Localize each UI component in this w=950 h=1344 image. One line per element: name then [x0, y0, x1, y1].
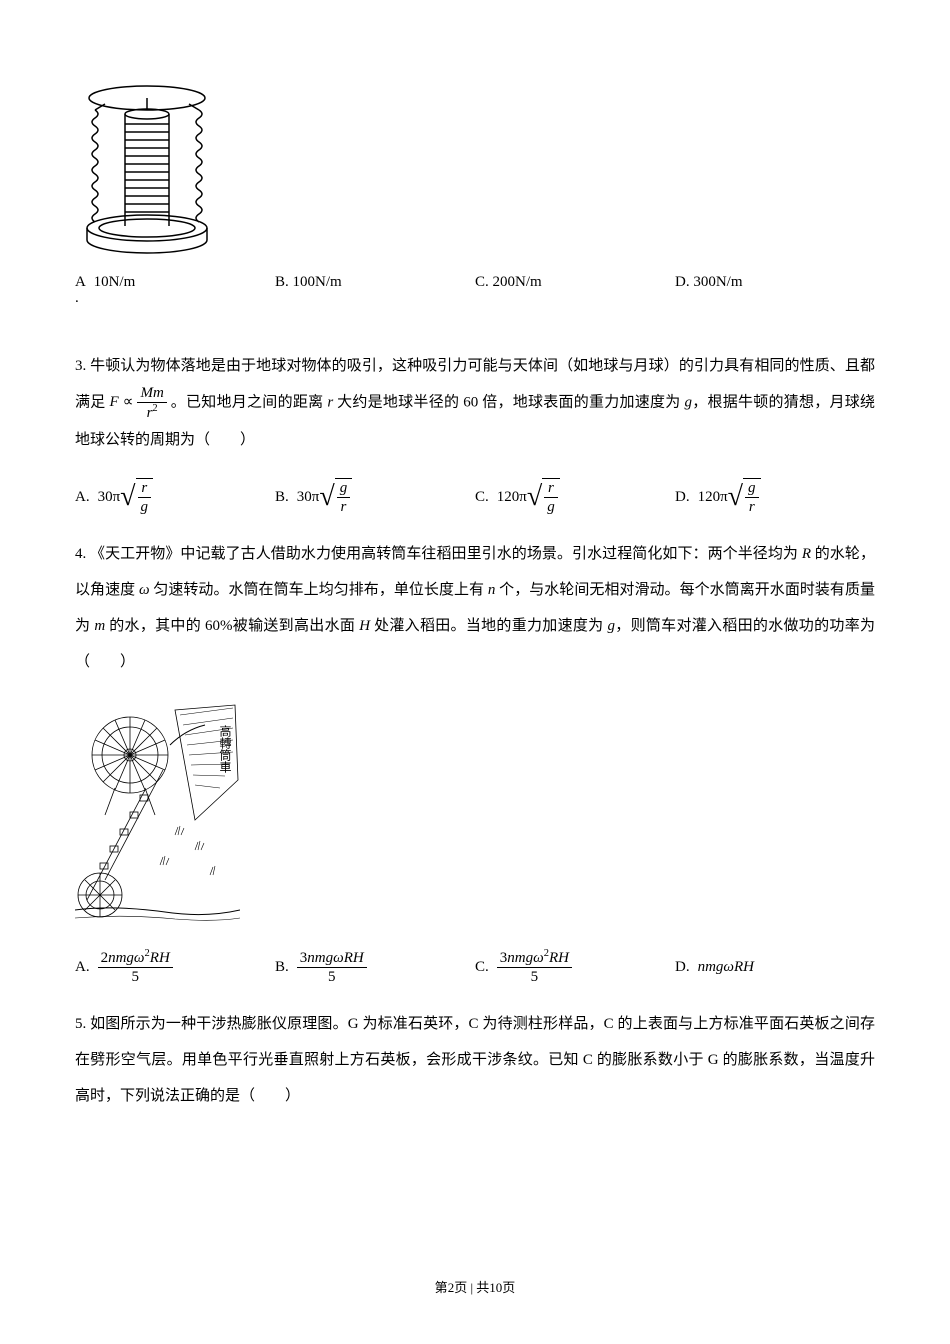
q4-options: A. 2nmgω2RH 5 B. 3nmgωRH 5 C. 3nmgω2RH 5… — [75, 948, 875, 986]
illustration-caption: 高轉筒車 — [218, 724, 232, 774]
q3-option-b: B. 30π √ gr — [275, 478, 475, 516]
var-g: g — [684, 394, 692, 410]
q4-option-a: A. 2nmgω2RH 5 — [75, 948, 275, 986]
q3-number: 3. — [75, 358, 86, 374]
opt-label: A . — [75, 270, 86, 318]
opt-text: 10N/m — [94, 274, 136, 290]
opt-label: D. — [675, 274, 690, 290]
waterwheel-svg: 高轉筒車 — [75, 700, 240, 925]
q4-option-d: D. nmgωRH — [675, 955, 875, 979]
q4-number: 4. — [75, 546, 86, 562]
q3-formula: F ∝ Mm r2 — [110, 394, 171, 410]
opt-text: 100N/m — [293, 274, 342, 290]
opt-label: B. — [275, 274, 289, 290]
spring-figure — [75, 80, 875, 255]
page-footer: 第2页 | 共10页 — [0, 1278, 950, 1299]
q3-option-a: A. 30π √ rg — [75, 478, 275, 516]
q4-option-b: B. 3nmgωRH 5 — [275, 949, 475, 986]
q3-option-c: C. 120π √ rg — [475, 478, 675, 516]
opt-text: 200N/m — [493, 274, 542, 290]
q3-options: A. 30π √ rg B. 30π √ gr C. 120π √ rg D. — [75, 478, 875, 516]
q4-stem: 4. 《天工开物》中记载了古人借助水力使用高转筒车往稻田里引水的场景。引水过程简… — [75, 536, 875, 680]
q5-stem: 5. 如图所示为一种干涉热膨胀仪原理图。G 为标准石英环，C 为待测柱形样品，C… — [75, 1006, 875, 1114]
q2-option-d: D. 300N/m — [675, 270, 875, 318]
q2-option-a: A . 10N/m — [75, 270, 275, 318]
opt-label: C. — [475, 274, 489, 290]
q2-option-c: C. 200N/m — [475, 270, 675, 318]
q2-options: A . 10N/m B. 100N/m C. 200N/m D. 300N/m — [75, 270, 875, 318]
q2-option-b: B. 100N/m — [275, 270, 475, 318]
q4-illustration: 高轉筒車 — [75, 700, 875, 933]
q3-text2: 。已知地月之间的距离 — [171, 394, 328, 410]
q3-option-d: D. 120π √ gr — [675, 478, 875, 516]
q3-stem: 3. 牛顿认为物体落地是由于地球对物体的吸引，这种吸引力可能与天体间（如地球与月… — [75, 348, 875, 458]
q3-text3: 大约是地球半径的 60 倍，地球表面的重力加速度为 — [333, 394, 684, 410]
q5-text: 如图所示为一种干涉热膨胀仪原理图。G 为标准石英环，C 为待测柱形样品，C 的上… — [75, 1016, 875, 1104]
q4-option-c: C. 3nmgω2RH 5 — [475, 948, 675, 986]
spring-diagram-svg — [75, 80, 220, 255]
q5-number: 5. — [75, 1016, 86, 1032]
opt-text: 300N/m — [693, 274, 742, 290]
